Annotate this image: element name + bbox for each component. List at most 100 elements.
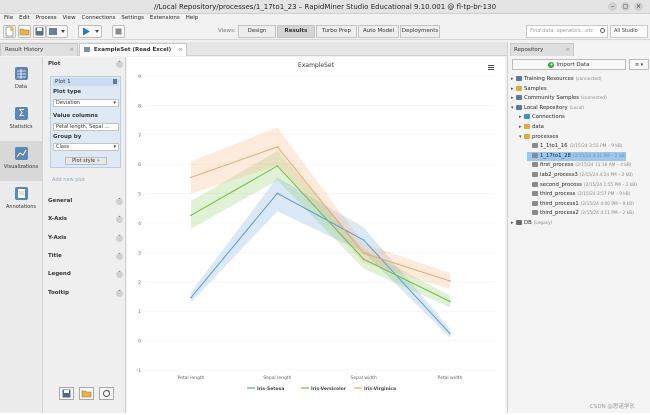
tree-item[interactable]: ▸ Samples (511, 85, 547, 94)
import-data-button[interactable]: + Import Data (512, 59, 626, 70)
view-results-button[interactable]: Results (277, 25, 315, 38)
section-x-axis-title: X-Axis (48, 216, 68, 222)
menu-connections[interactable]: Connections (81, 15, 116, 21)
section-y-axis[interactable]: Y-Axis ˅ (48, 235, 124, 243)
search-icon[interactable] (600, 28, 605, 33)
menu-extensions[interactable]: Extensions (149, 15, 180, 21)
plot-type-select[interactable]: Deviation ▾ (53, 99, 119, 107)
chevron-up-icon[interactable]: ˄ (116, 61, 123, 68)
collapse-arrow-icon[interactable]: ▸ (511, 85, 514, 92)
expand-arrow-icon[interactable]: ▾ (519, 133, 522, 140)
chevron-down-icon[interactable]: ˅ (116, 216, 123, 223)
minimize-icon[interactable]: – (608, 2, 617, 11)
tree-item[interactable]: ▸ Training Resources (connected) (511, 75, 602, 84)
menu-settings[interactable]: Settings (121, 15, 144, 21)
chevron-down-icon[interactable]: ˅ (116, 235, 123, 242)
studio-select[interactable]: All Studio (610, 25, 648, 38)
tab-exampleset[interactable]: ExampleSet (Read Excel) × (79, 43, 187, 56)
plot-name-row[interactable]: Plot 1 (53, 78, 119, 86)
tree-item[interactable]: lab2_process3 (2/15/24 4:24 PM – 2 kB) (527, 171, 633, 180)
section-tooltip[interactable]: Tooltip ˅ (48, 290, 124, 298)
expand-arrow-icon[interactable]: ▾ (511, 104, 514, 111)
stop-process-icon[interactable] (112, 25, 125, 38)
collapse-arrow-icon[interactable]: ▸ (511, 95, 514, 102)
close-tab-icon[interactable]: × (69, 47, 74, 53)
global-search-input[interactable]: Find data, operators...etc (526, 25, 608, 38)
save-chart-icon[interactable] (59, 387, 74, 400)
maximize-icon[interactable]: ▢ (621, 2, 630, 11)
run-process-icon[interactable] (78, 25, 102, 38)
section-title[interactable]: Title ˅ (48, 253, 124, 261)
tree-item[interactable]: first_process (2/15/24 11:18 AM – 4 kB) (527, 161, 631, 170)
menu-edit[interactable]: Edit (19, 15, 30, 21)
chevron-down-icon[interactable]: ˅ (116, 253, 123, 260)
collapse-arrow-icon[interactable]: ▸ (511, 220, 514, 226)
menu-file[interactable]: File (4, 15, 14, 21)
tree-item[interactable]: ▾ Local Repository (Local) (511, 104, 584, 113)
group-by-select[interactable]: Class ▾ (53, 143, 119, 151)
tree-item[interactable]: ▸ DB (Legacy) (511, 219, 552, 228)
tree-item[interactable]: ▸ Connections (519, 113, 565, 122)
tree-item[interactable]: third_process2 (2/15/24 4:11 PM – 2 kB) (527, 209, 634, 218)
chevron-down-icon[interactable]: ˅ (116, 290, 123, 297)
sidebar-item-statistics[interactable]: Σ Statistics (0, 101, 42, 141)
tree-item[interactable]: ▾ processes (519, 133, 558, 142)
hamburger-menu-icon[interactable] (488, 65, 494, 70)
new-process-icon[interactable] (3, 25, 16, 38)
collapse-arrow-icon[interactable]: ▸ (519, 114, 522, 121)
tree-item-meta: (2/15/24 3:55 PM – 9 kB) (569, 144, 623, 150)
plot-style-button[interactable]: Plot style » (65, 157, 107, 165)
menu-help[interactable]: Help (185, 15, 199, 21)
window-title: //Local Repository/processes/1_17to1_23 … (153, 3, 497, 11)
tree-item-meta: (2/15/24 4:00 PM – 9 kB) (580, 201, 634, 207)
tree-item[interactable]: second_process (2/15/24 1:55 PM – 2 kB) (527, 181, 637, 190)
add-plot-link[interactable]: Add new plot (52, 177, 85, 183)
tree-item[interactable]: third_process1 (2/15/24 4:00 PM – 9 kB) (527, 200, 634, 209)
group-by-label: Group by (53, 134, 82, 140)
section-legend[interactable]: Legend ˅ (48, 271, 124, 279)
open-chart-folder-icon[interactable] (79, 387, 94, 400)
sidebar-item-annotations[interactable]: Annotations (0, 181, 42, 221)
open-folder-icon[interactable] (18, 25, 31, 38)
section-tooltip-title: Tooltip (48, 290, 69, 296)
tree-item[interactable]: 1_17to1_28 (2/15/24 4:31 PM – 2 kB) (527, 151, 626, 161)
save-icon[interactable] (33, 25, 46, 38)
chevron-down-icon[interactable]: ˅ (116, 271, 123, 278)
section-general[interactable]: General ˅ (48, 198, 124, 206)
menu-process[interactable]: Process (35, 15, 57, 21)
tree-item[interactable]: third_process (2/15/24 3:57 PM – 9 kB) (527, 190, 630, 199)
sidebar-item-visualizations[interactable]: Visualizations (0, 141, 42, 181)
repository-menu-button[interactable]: ≡ ▾ (629, 59, 649, 70)
trash-icon[interactable] (113, 79, 117, 84)
tree-item[interactable]: ▸ data (519, 123, 544, 132)
process-icon (532, 200, 538, 206)
close-tab-icon[interactable]: × (178, 47, 183, 53)
legend-label: Iris-Versicolor (311, 386, 347, 392)
view-deployments-button[interactable]: Deployments (400, 25, 440, 38)
save-dropdown-icon[interactable] (46, 25, 68, 38)
view-design-button[interactable]: Design (238, 25, 276, 38)
plot-section-header[interactable]: Plot ˄ (48, 61, 124, 69)
tree-item[interactable]: ▸ Community Samples (connected) (511, 94, 607, 103)
result-view-sidebar: Data Σ Statistics Visualizations Annotat… (0, 57, 43, 413)
chart-title: ExampleSet (298, 62, 334, 69)
x-tick-label: Sepal length (263, 375, 291, 381)
tab-result-history[interactable]: Result History × (0, 43, 78, 56)
collapse-arrow-icon[interactable]: ▸ (519, 124, 522, 130)
view-auto-model-button[interactable]: Auto Model (358, 25, 399, 38)
table-icon (84, 47, 90, 52)
close-tab-icon[interactable]: × (565, 47, 570, 53)
tab-repository[interactable]: Repository × (510, 43, 574, 56)
value-columns-select[interactable]: Petal length, Sepal ... (53, 123, 119, 131)
tree-item-label: processes (532, 133, 559, 140)
chevron-down-icon[interactable]: ˅ (116, 198, 123, 205)
collapse-arrow-icon[interactable]: ▸ (511, 76, 514, 82)
y-tick-label: 9 (138, 74, 141, 80)
sidebar-item-data[interactable]: Data (0, 61, 42, 101)
refresh-chart-icon[interactable] (99, 387, 114, 400)
view-turbo-prep-button[interactable]: Turbo Prep (316, 25, 357, 38)
menu-view[interactable]: View (62, 15, 76, 21)
close-icon[interactable]: × (634, 2, 643, 11)
tree-item[interactable]: 1_1to1_16 (2/15/24 3:55 PM – 9 kB) (527, 142, 622, 151)
section-x-axis[interactable]: X-Axis ˅ (48, 216, 124, 224)
